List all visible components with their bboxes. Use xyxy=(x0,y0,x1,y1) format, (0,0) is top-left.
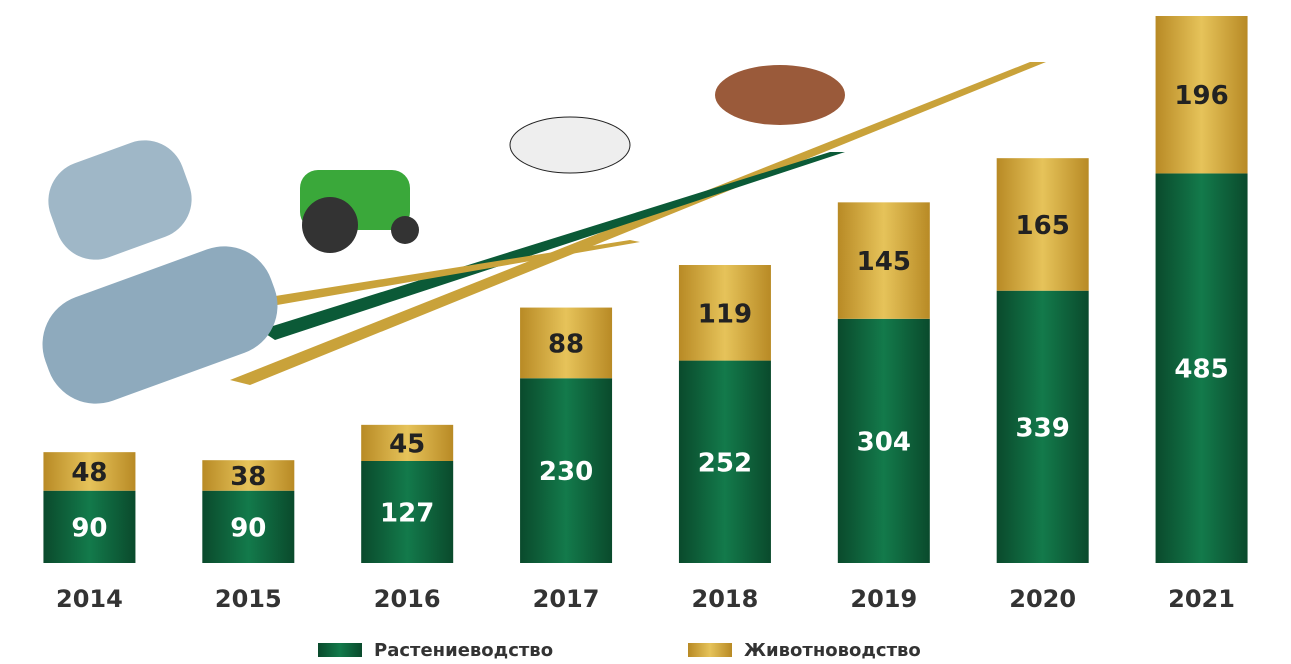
bar xyxy=(520,378,613,563)
bar xyxy=(202,460,295,491)
value-label: 165 xyxy=(1016,211,1070,241)
bar xyxy=(361,460,454,563)
bar xyxy=(520,307,613,379)
value-label: 304 xyxy=(857,427,911,457)
value-label: 45 xyxy=(389,429,425,459)
value-label: 119 xyxy=(698,299,752,329)
bar xyxy=(202,490,295,563)
bar xyxy=(1155,173,1248,564)
legend-label: Животноводство xyxy=(744,640,921,661)
value-label: 127 xyxy=(380,498,434,528)
value-label: 48 xyxy=(71,458,107,488)
x-tick-label: 2020 xyxy=(1009,585,1076,613)
value-label: 230 xyxy=(539,457,593,487)
legend-swatch xyxy=(318,643,362,657)
x-tick-label: 2015 xyxy=(215,585,282,613)
bar xyxy=(996,290,1089,563)
value-label: 145 xyxy=(857,247,911,277)
x-tick-label: 2017 xyxy=(533,585,600,613)
legend-swatch xyxy=(688,643,732,657)
bar xyxy=(361,424,454,461)
bar xyxy=(43,490,136,563)
x-tick-label: 2014 xyxy=(56,585,123,613)
value-label: 339 xyxy=(1016,413,1070,443)
bar xyxy=(837,202,930,319)
value-label: 90 xyxy=(230,513,266,543)
value-label: 38 xyxy=(230,462,266,492)
value-label: 90 xyxy=(71,513,107,543)
x-tick-label: 2018 xyxy=(692,585,759,613)
value-label: 196 xyxy=(1174,81,1228,111)
bar xyxy=(1155,16,1248,174)
value-label: 88 xyxy=(548,329,584,359)
decoration xyxy=(42,62,1046,404)
value-label: 485 xyxy=(1174,355,1228,385)
x-tick-label: 2016 xyxy=(374,585,441,613)
value-label: 252 xyxy=(698,448,752,478)
bar xyxy=(678,360,771,563)
legend-label: Растениеводство xyxy=(374,640,553,661)
bar xyxy=(837,318,930,563)
bar xyxy=(43,452,136,491)
x-tick-label: 2019 xyxy=(850,585,917,613)
bar xyxy=(996,158,1089,291)
x-tick-label: 2021 xyxy=(1168,585,1235,613)
bar xyxy=(678,265,771,361)
